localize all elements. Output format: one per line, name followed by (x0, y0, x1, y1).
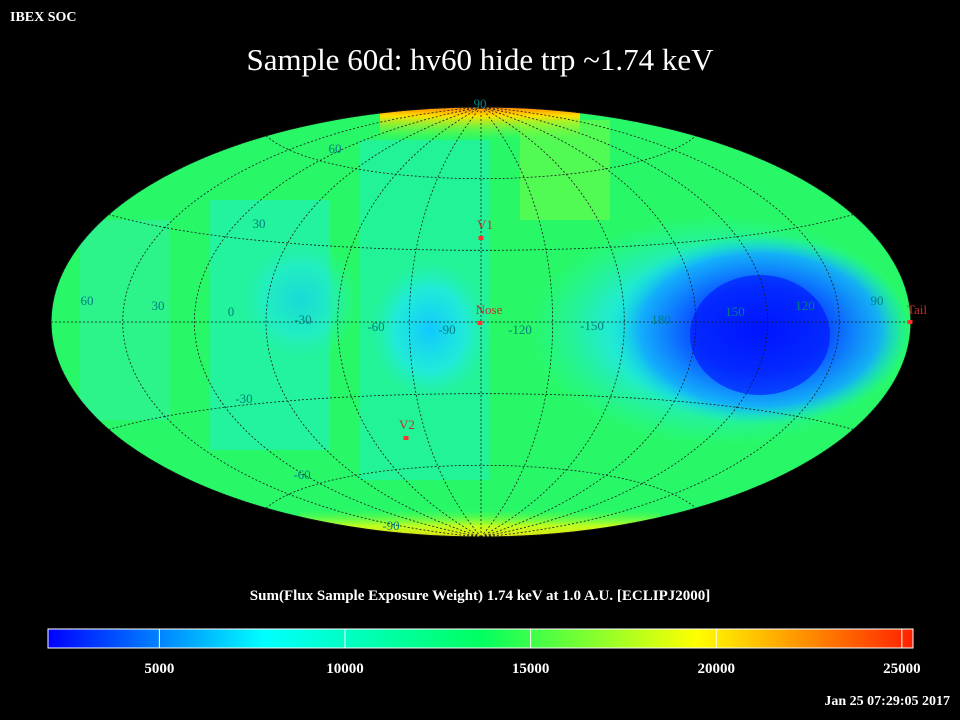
grid-lon-label: -120 (508, 322, 532, 337)
grid-lon-label: 60 (81, 293, 94, 308)
grid-lon-label: 180 (651, 312, 671, 327)
marker-v1-dot (478, 236, 484, 240)
grid-lat-label: -60 (293, 467, 310, 482)
colorbar-tick-label: 20000 (697, 661, 735, 677)
marker-v1-label: V1 (477, 217, 493, 232)
grid-lon-label: 30 (152, 298, 165, 313)
colorbar-label: Sum(Flux Sample Exposure Weight) 1.74 ke… (249, 588, 711, 604)
colorbar-tick-label: 10000 (326, 661, 364, 677)
grid-lat-label: 30 (253, 216, 266, 231)
timestamp: Jan 25 07:29:05 2017 (824, 694, 950, 709)
grid-lon-label: 90 (871, 293, 884, 308)
grid-lat-label: -30 (235, 391, 252, 406)
marker-v2-label: V2 (399, 417, 415, 432)
grid-parallel (265, 135, 697, 180)
grid-lon-label: 0 (228, 304, 235, 319)
marker-nose-dot (477, 321, 483, 325)
colorbar-tick-label: 25000 (883, 661, 921, 677)
colorbar-tick-label: 5000 (144, 661, 175, 677)
grid-meridian (193, 107, 482, 537)
marker-tail-dot (907, 320, 913, 324)
grid-lat-label: -90 (382, 518, 399, 533)
grid-meridian (480, 107, 625, 537)
marker-v2-dot (403, 436, 409, 440)
skymap-body (51, 107, 911, 537)
marker-tail-label: Tail (907, 302, 927, 317)
org-label: IBEX SOC (10, 10, 77, 25)
grid-lon-label: -150 (580, 318, 604, 333)
grid-lon-label: 150 (725, 304, 745, 319)
grid-lon-label: -30 (294, 312, 311, 327)
marker-nose-label: Nose (476, 302, 503, 317)
map-title: Sample 60d: hv60 hide trp ~1.74 keV (246, 42, 714, 77)
grid-lon-label: -90 (438, 322, 455, 337)
grid-lon-label: 120 (795, 298, 815, 313)
grid-lon-label: -60 (367, 319, 384, 334)
grid-meridian (122, 107, 482, 537)
grid-parallel (265, 464, 697, 509)
grid-lat-label: 60 (329, 141, 342, 156)
colorbar-tick-label: 15000 (511, 661, 550, 677)
grid-lat-label: 90 (474, 96, 487, 111)
